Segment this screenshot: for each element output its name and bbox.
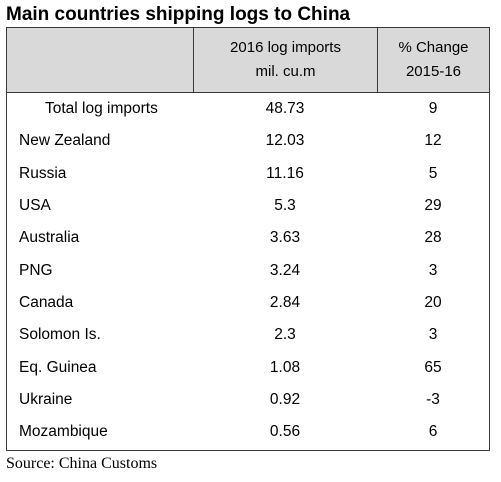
country-cell: Total log imports bbox=[45, 100, 158, 118]
change-cell: 6 bbox=[428, 423, 438, 441]
table-row: PNG 3.24 3 bbox=[7, 254, 489, 286]
table-row: Mozambique 0.56 6 bbox=[7, 416, 489, 448]
country-cell: PNG bbox=[19, 261, 53, 279]
imports-cell: 1.08 bbox=[269, 358, 301, 376]
table-row: Australia 3.63 28 bbox=[7, 222, 489, 254]
header-change-line2: 2015-16 bbox=[405, 63, 462, 80]
country-cell: Canada bbox=[19, 293, 74, 311]
imports-table: 2016 log imports mil. cu.m % Change 2015… bbox=[6, 27, 490, 451]
header-change: % Change 2015-16 bbox=[378, 28, 489, 92]
table-row: Canada 2.84 20 bbox=[7, 287, 489, 319]
table-row: New Zealand 12.03 12 bbox=[7, 125, 489, 157]
table-row: Solomon Is. 2.3 3 bbox=[7, 319, 489, 351]
header-imports-line1: 2016 log imports bbox=[230, 39, 341, 56]
table-header: 2016 log imports mil. cu.m % Change 2015… bbox=[7, 28, 489, 93]
change-cell: 20 bbox=[424, 293, 442, 311]
imports-cell: 2.84 bbox=[269, 293, 301, 311]
table-body: Total log imports 48.73 9 New Zealand 12… bbox=[7, 93, 489, 448]
country-cell: Eq. Guinea bbox=[19, 358, 97, 376]
imports-cell: 11.16 bbox=[266, 164, 304, 182]
country-cell: New Zealand bbox=[19, 132, 111, 150]
change-cell: 65 bbox=[424, 358, 442, 376]
imports-cell: 0.92 bbox=[269, 390, 301, 408]
table-row: Eq. Guinea 1.08 65 bbox=[7, 351, 489, 383]
header-country bbox=[7, 28, 193, 92]
imports-cell: 3.24 bbox=[269, 261, 301, 279]
country-cell: Ukraine bbox=[19, 390, 73, 408]
imports-cell: 48.73 bbox=[265, 100, 305, 118]
table-row: Total log imports 48.73 9 bbox=[7, 93, 489, 125]
change-cell: 3 bbox=[428, 326, 438, 344]
header-imports-line2: mil. cu.m bbox=[255, 63, 316, 80]
imports-cell: 0.56 bbox=[269, 423, 301, 441]
change-cell: -3 bbox=[426, 390, 440, 408]
table-title: Main countries shipping logs to China bbox=[6, 4, 351, 25]
country-cell: Mozambique bbox=[19, 423, 108, 441]
imports-cell: 2.3 bbox=[274, 326, 296, 344]
header-divider bbox=[193, 28, 194, 92]
table-row: USA 5.3 29 bbox=[7, 190, 489, 222]
country-cell: Solomon Is. bbox=[19, 326, 101, 344]
header-change-line1: % Change bbox=[398, 39, 469, 56]
imports-cell: 3.63 bbox=[269, 229, 301, 247]
change-cell: 28 bbox=[424, 229, 442, 247]
change-cell: 9 bbox=[428, 100, 438, 118]
country-cell: Russia bbox=[19, 164, 67, 182]
country-cell: USA bbox=[19, 197, 51, 215]
header-divider bbox=[377, 28, 378, 92]
source-note: Source: China Customs bbox=[6, 455, 158, 472]
change-cell: 12 bbox=[424, 132, 442, 150]
header-imports: 2016 log imports mil. cu.m bbox=[194, 28, 377, 92]
imports-cell: 5.3 bbox=[274, 197, 296, 215]
table-row: Ukraine 0.92 -3 bbox=[7, 384, 489, 416]
change-cell: 3 bbox=[428, 261, 438, 279]
country-cell: Australia bbox=[19, 229, 80, 247]
change-cell: 5 bbox=[428, 164, 438, 182]
table-row: Russia 11.16 5 bbox=[7, 158, 489, 190]
change-cell: 29 bbox=[424, 197, 442, 215]
imports-cell: 12.03 bbox=[265, 132, 305, 150]
